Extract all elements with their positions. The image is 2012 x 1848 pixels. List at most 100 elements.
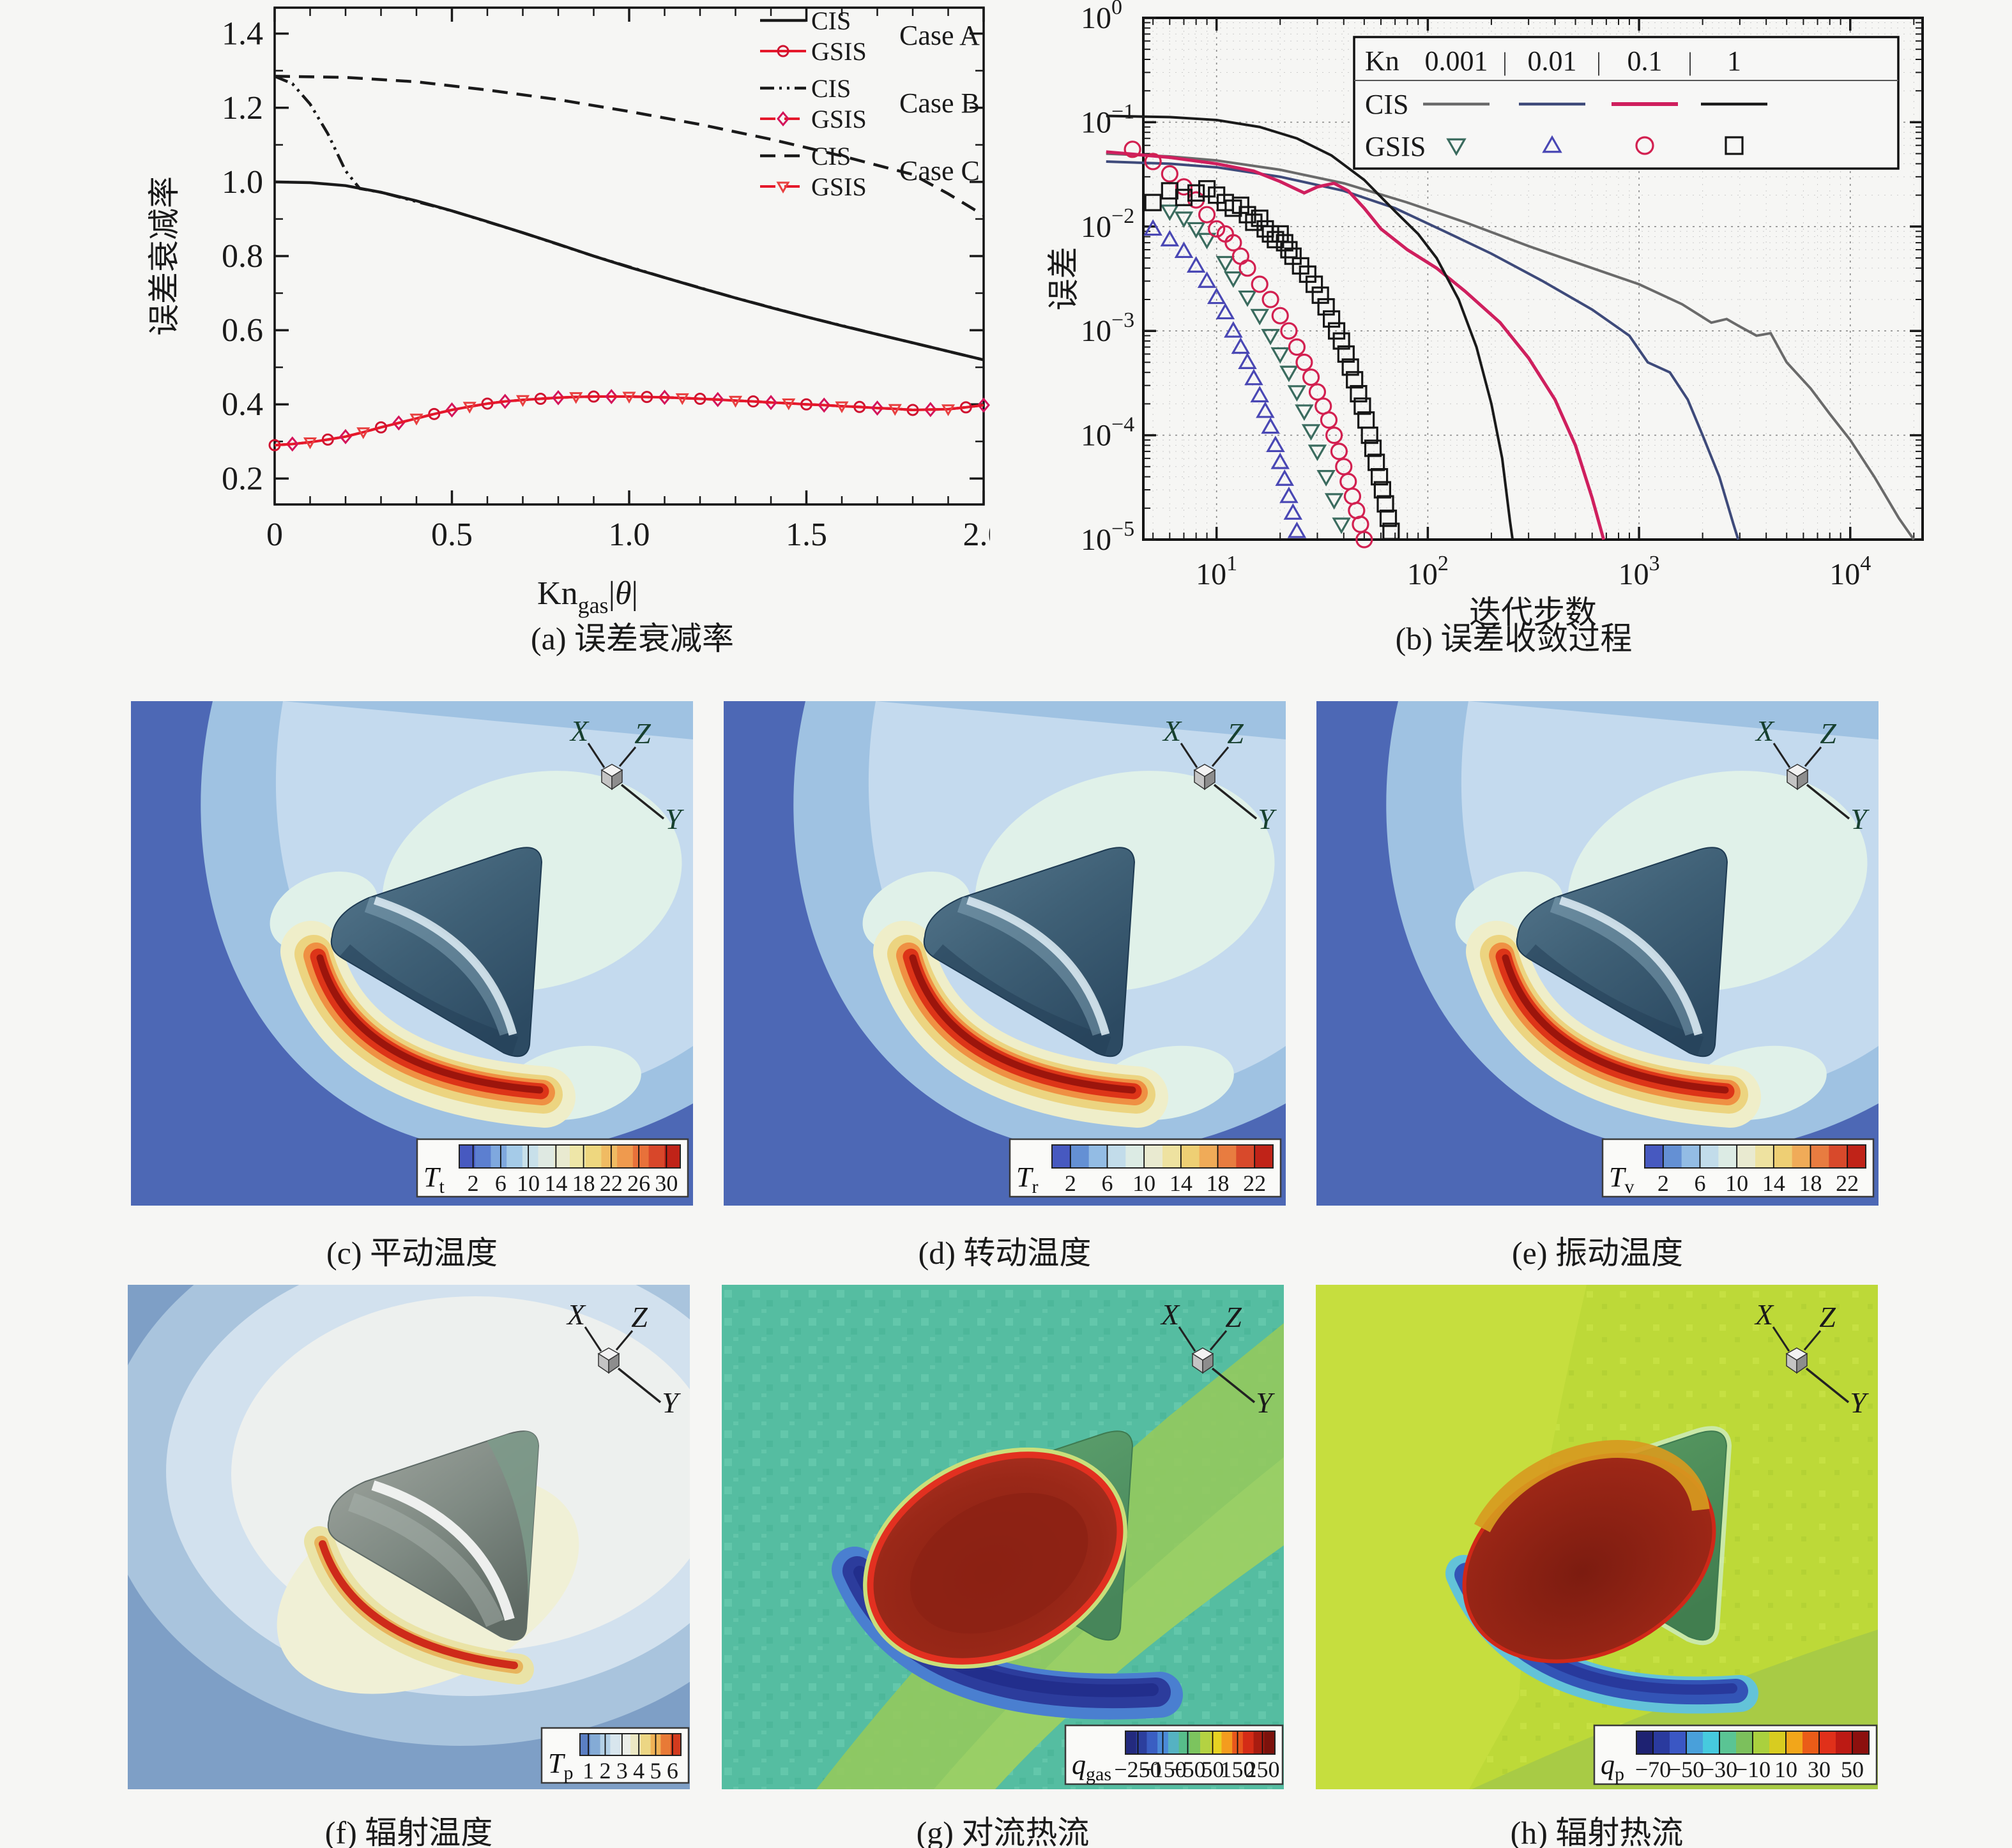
axis-triad: X Z Y bbox=[1755, 715, 1870, 835]
series-gsis-case-b bbox=[274, 395, 984, 447]
series-cis-case-b bbox=[274, 75, 984, 361]
axis-triad: X Z Y bbox=[566, 1298, 681, 1419]
colorbar-tick: −250 bbox=[1114, 1757, 1161, 1782]
triad-axis-label: X bbox=[569, 715, 590, 747]
triad-axis-label: X bbox=[1162, 715, 1182, 747]
colorbar: Tv 2 6 10 14 18 22 bbox=[1601, 1138, 1875, 1198]
colorbar-tick: 18 bbox=[1207, 1170, 1230, 1196]
colorbar-label: Tp bbox=[548, 1748, 573, 1784]
legend-kn-value: 0.01 bbox=[1528, 45, 1577, 77]
colorbar-tick: 14 bbox=[544, 1170, 567, 1196]
cis-curve-kn-1 bbox=[1106, 114, 1514, 540]
chart-a-ticks bbox=[273, 8, 985, 504]
svg-text:|: | bbox=[1502, 47, 1507, 76]
colorbar-tick: 2 bbox=[468, 1170, 479, 1196]
log-tick-label: 10−4 bbox=[1081, 413, 1134, 453]
triad-axis-label: Z bbox=[1819, 1301, 1836, 1333]
chart-a-ytick: 0.4 bbox=[222, 386, 263, 423]
log-tick-label: 10−1 bbox=[1081, 100, 1134, 139]
colorbar-tick: 26 bbox=[627, 1170, 650, 1196]
panel-rotational-temperature: X Z Y Tr 2 6 10 14 18 22 bbox=[724, 701, 1286, 1206]
series-gsis-case-c bbox=[274, 395, 984, 447]
colorbar: Tr 2 6 10 14 18 22 bbox=[1009, 1138, 1282, 1198]
caption-panel-f: (f) 辐射温度 bbox=[324, 1815, 493, 1848]
caption-panel-d: (d) 转动温度 bbox=[918, 1235, 1092, 1271]
chart-b-content: 101 102 103 104 100 10−1 10−2 10−3 10−4 10−5 误差迭代步… bbox=[1048, 0, 1924, 630]
panel-radiation-temperature: X Z Y Tp 1 2 3 4 5 6 bbox=[128, 1285, 690, 1789]
colorbar-label: qgas bbox=[1072, 1749, 1111, 1785]
chart-b-ticks bbox=[1143, 17, 1923, 541]
legend-entry-label: CIS bbox=[811, 142, 851, 170]
chart-a-xtick: 1.0 bbox=[609, 517, 650, 553]
colorbar-label: Tv bbox=[1609, 1162, 1634, 1197]
legend-gsis-label: GSIS bbox=[1365, 131, 1426, 162]
colorbar-label: Tr bbox=[1016, 1162, 1038, 1197]
colorbar-tick: 50 bbox=[1841, 1757, 1864, 1782]
chart-error-decay-rate: 0 0.5 1.0 1.5 2.0 0.2 0.4 0.6 0.8 1.0 1.2 1.4 误差衰减率 K… bbox=[146, 6, 990, 618]
colorbar-tick: 1 bbox=[583, 1758, 594, 1784]
legend-entry-label: GSIS bbox=[811, 37, 867, 66]
chart-error-convergence: 101 102 103 104 100 10−1 10−2 10−3 10−4 10−5 误差迭代步… bbox=[1048, 0, 1924, 630]
gsis-markers-kn-1 bbox=[1144, 180, 1400, 540]
colorbar-tick: 50 bbox=[1201, 1757, 1224, 1782]
triad-axis-label: Y bbox=[662, 1386, 681, 1419]
log-tick-label: 104 bbox=[1829, 552, 1871, 591]
chart-b-ylabel: 误差 bbox=[1048, 247, 1081, 311]
axis-triad: X Z Y bbox=[569, 715, 684, 835]
colorbar-tick: 14 bbox=[1170, 1170, 1193, 1196]
chart-b-xlabel: 迭代步数 bbox=[1469, 595, 1597, 630]
chart-a-ytick: 1.0 bbox=[222, 164, 263, 201]
colorbar-tick: 5 bbox=[650, 1758, 662, 1784]
legend-cis-label: CIS bbox=[1365, 89, 1408, 120]
chart-a-ytick: 1.4 bbox=[222, 16, 263, 52]
colorbar-tick: −70 bbox=[1635, 1757, 1671, 1782]
colorbar-tick: −50 bbox=[1170, 1757, 1205, 1782]
legend-case-label: Case A bbox=[899, 20, 980, 51]
log-tick-label: 10−3 bbox=[1081, 308, 1134, 348]
gsis-markers-kn-0.1 bbox=[1124, 140, 1373, 549]
axis-triad: X Z Y bbox=[1160, 1298, 1275, 1419]
colorbar-tick: 14 bbox=[1762, 1170, 1785, 1196]
colorbar-tick: −10 bbox=[1735, 1757, 1771, 1782]
colorbar: Tt 2 6 10 14 18 22 26 30 bbox=[416, 1138, 689, 1198]
triad-axis-label: Z bbox=[1225, 1301, 1242, 1333]
colorbar-tick: 30 bbox=[1808, 1757, 1831, 1782]
triad-axis-label: Z bbox=[634, 717, 651, 750]
caption-panel-c: (c) 平动温度 bbox=[326, 1235, 498, 1271]
colorbar-tick: 22 bbox=[600, 1170, 623, 1196]
colorbar-tick: −50 bbox=[1668, 1757, 1704, 1782]
legend-entry-label: CIS bbox=[811, 6, 851, 35]
colorbar-label: Tt bbox=[423, 1162, 445, 1197]
series-gsis-case-a bbox=[274, 395, 984, 447]
chart-a-series bbox=[268, 75, 990, 452]
colorbar-tick: 250 bbox=[1246, 1757, 1280, 1782]
chart-a-ytick: 0.8 bbox=[222, 238, 263, 275]
log-tick-label: 10−5 bbox=[1081, 517, 1134, 557]
legend-case-label: Case B bbox=[899, 87, 980, 119]
legend-kn-value: 1 bbox=[1727, 45, 1741, 77]
cis-curve-kn-0.001 bbox=[1106, 152, 1915, 541]
axis-triad: X Z Y bbox=[1162, 715, 1277, 835]
colorbar: Tp 1 2 3 4 5 6 bbox=[540, 1727, 690, 1784]
colorbar-tick: 22 bbox=[1836, 1170, 1859, 1196]
colorbar-tick: 22 bbox=[1243, 1170, 1266, 1196]
colorbar-tick: 3 bbox=[616, 1758, 628, 1784]
chart-a-xtick: 0.5 bbox=[431, 517, 473, 553]
log-tick-label: 100 bbox=[1081, 0, 1122, 35]
chart-a-ytick: 0.2 bbox=[222, 460, 263, 497]
triad-axis-label: Y bbox=[1258, 803, 1277, 835]
chart-a-ylabel: 误差衰减率 bbox=[146, 176, 182, 336]
legend-case-label: Case C bbox=[899, 155, 980, 186]
caption-chart-b: (b) 误差收敛过程 bbox=[1395, 621, 1633, 656]
colorbar-tick: 4 bbox=[633, 1758, 644, 1784]
colorbar-tick: −150 bbox=[1139, 1757, 1186, 1782]
cis-curve-kn-0.01 bbox=[1106, 160, 1740, 540]
colorbar-tick: 18 bbox=[572, 1170, 595, 1196]
colorbar-tick: 2 bbox=[600, 1758, 611, 1784]
log-tick-label: 101 bbox=[1196, 552, 1237, 591]
triad-axis-label: Z bbox=[631, 1301, 648, 1333]
